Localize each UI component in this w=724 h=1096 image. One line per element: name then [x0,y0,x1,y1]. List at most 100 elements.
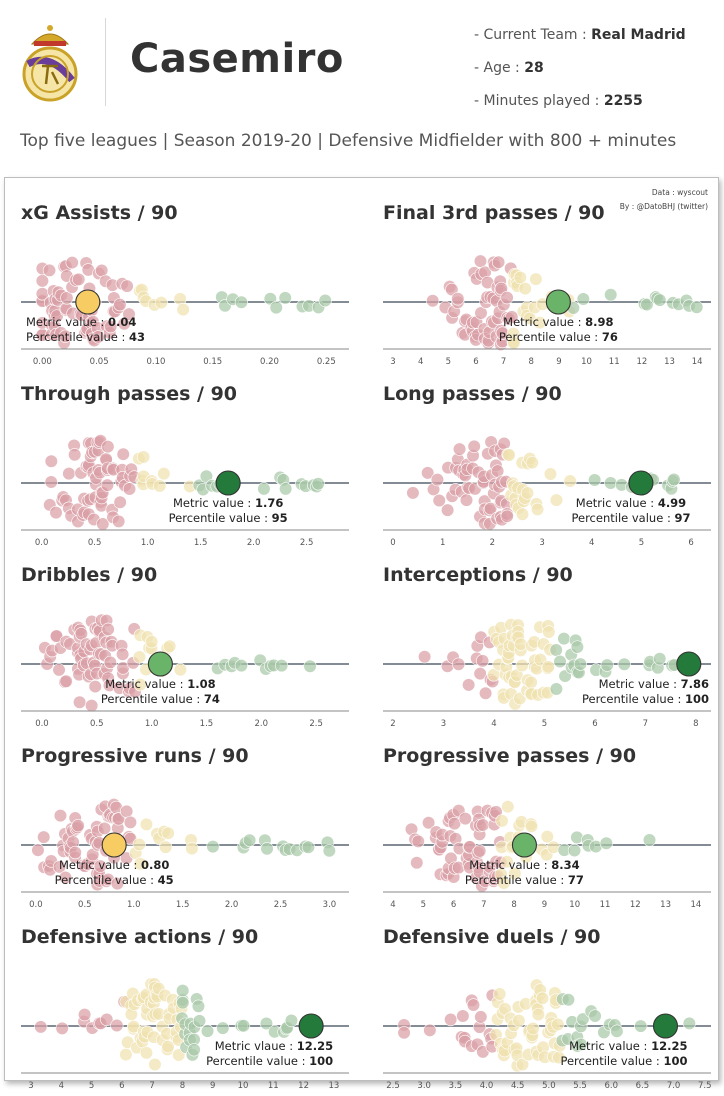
distribution-dot [459,493,474,507]
distribution-dot [191,999,206,1013]
axis-tick-label: 5 [639,538,644,548]
distribution-dot [397,1026,411,1040]
distribution-dot [71,819,85,833]
axis-tick-label: 2.0 [255,719,269,729]
distribution-dot [535,991,550,1005]
distribution-dot [452,442,467,456]
distribution-dot [187,1043,201,1057]
distribution-dot [515,658,529,673]
axis-tick-label: 4 [589,538,594,548]
axis-tick-label: 7 [501,357,506,367]
axis-tick-label: 1.0 [127,900,141,910]
distribution-dot [42,263,57,278]
distribution-dot [549,493,564,507]
distribution-dot [451,292,465,306]
author-credit: By : @DatoBHJ (twitter) [619,202,708,211]
distribution-dot [139,817,154,831]
distribution-dot [62,467,76,481]
distribution-dot [148,1057,162,1072]
distribution-dot [483,501,498,516]
distribution-dot [599,836,613,850]
distribution-dot [491,255,506,269]
axis-tick-label: 0.0 [35,719,49,729]
axis-tick-label: 4 [59,1081,64,1091]
distribution-dot [502,448,516,462]
distribution-dot [466,998,481,1012]
header-divider [105,18,106,106]
distribution-dot [216,1021,230,1035]
player-value-dot [545,289,571,315]
distribution-dot [445,282,459,297]
axis-tick-label: 0.5 [88,538,102,548]
distribution-dot [444,1012,458,1027]
distribution-dot [543,467,558,481]
distribution-dot [52,860,67,874]
distribution-dot [259,1016,274,1031]
player-value-dot [628,470,654,496]
distribution-dot [301,840,316,854]
distribution-dot [474,1010,488,1024]
axis-tick-label: 3 [28,1081,33,1091]
axis-tick-label: 0 [390,538,395,548]
distribution-dot [476,818,490,832]
distribution-dot [122,482,137,496]
distribution-dot [311,477,325,491]
axis-tick-label: 13 [660,900,671,910]
distribution-dot [515,1057,530,1072]
player-name: Casemiro [130,36,344,82]
distribution-dot [74,627,88,641]
axis-tick-label: 1.5 [194,538,208,548]
axis-tick-label: 8 [180,1081,185,1091]
distribution-dot [549,682,563,696]
distribution-dot [101,622,115,636]
distribution-dot [574,1037,588,1051]
distribution-dot [91,330,105,344]
axis-tick-label: 14 [692,357,703,367]
distribution-dot [524,675,538,689]
metric-value-label: Metric value : 1.08 [105,677,215,691]
distribution-dot [508,866,522,881]
axis-tick-label: 3 [390,357,395,367]
distribution-dot [119,1047,133,1062]
distribution-dot [110,1018,124,1033]
distribution-dot [493,987,507,1001]
distribution-dot [279,482,293,496]
distribution-dot [421,466,435,480]
distribution-dot [303,659,317,673]
metric-chart-4: Long passes / 90 Metric value : 4.99 Perce… [381,383,721,548]
axis-tick-label: 2 [390,719,395,729]
distribution-dot [570,640,584,654]
distribution-dot [549,643,563,657]
distribution-dot [154,295,168,310]
data-source-credit: Data : wyscout [651,188,708,197]
distribution-dot [65,255,79,270]
axis-tick-label: 8 [693,719,698,729]
distribution-dot [236,1019,251,1033]
distribution-dot [542,625,556,639]
distribution-dot [120,804,134,818]
metric-value-label: Metric vlaue : 12.25 [215,1039,333,1053]
distribution-dot [610,1024,624,1038]
metric-chart-6: Interceptions / 90 Metric value : 7.86 Per… [381,564,721,729]
distribution-dot [113,298,127,312]
axis-tick-label: 5 [446,357,451,367]
axis-tick-label: 13 [664,357,675,367]
metric-chart-2: Final 3rd passes / 90 Metric value : 8.98… [381,202,721,367]
axis-tick-label: 4 [491,719,496,729]
axis-tick-label: 11 [268,1081,279,1091]
distribution-dot [132,650,147,664]
axis-tick-label: 10 [569,900,580,910]
distribution-dot [653,293,667,307]
distribution-dot [133,678,147,692]
distribution-dot [55,1021,69,1035]
distribution-dot [73,695,87,709]
distribution-dot [192,1014,207,1028]
distribution-dot [501,800,515,814]
distribution-dot [525,456,539,470]
percentile-value-label: Percentile value : 45 [55,873,174,887]
metric-title: xG Assists / 90 [21,202,178,224]
distribution-dot [49,505,63,520]
